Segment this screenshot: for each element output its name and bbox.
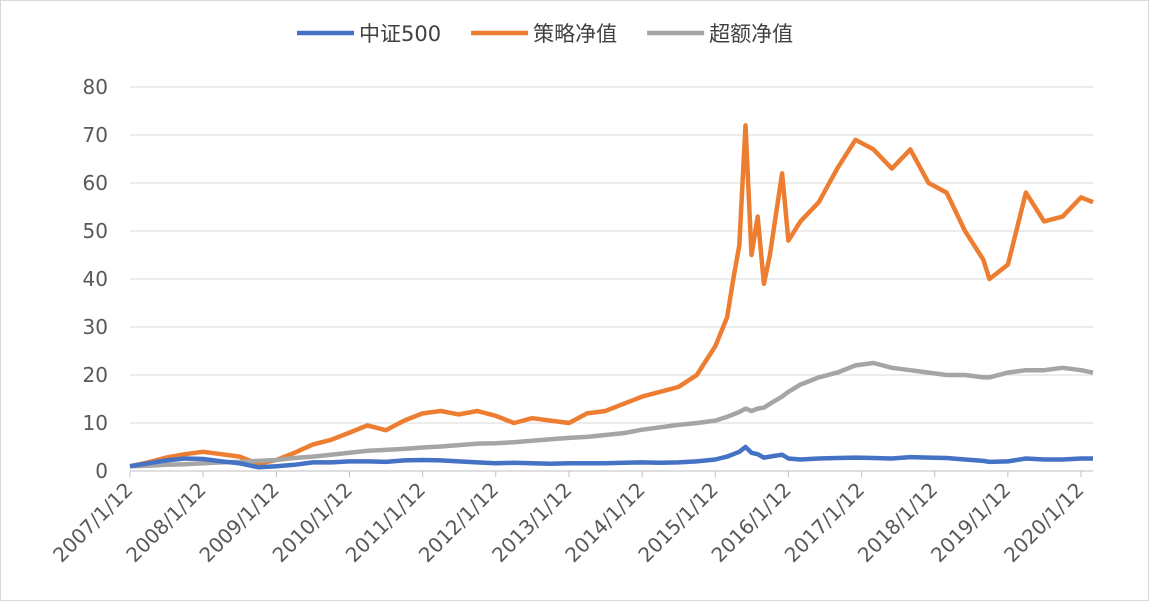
- y-tick-label: 20: [83, 363, 108, 387]
- series-line: [129, 444, 1093, 470]
- y-tick-label: 30: [83, 315, 108, 339]
- y-tick-label: 40: [83, 267, 108, 291]
- legend-label: 策略净值: [533, 22, 617, 46]
- y-tick-label: 50: [83, 219, 108, 243]
- y-tick-label: 0: [95, 459, 108, 483]
- legend-label: 中证500: [359, 22, 441, 46]
- y-tick-label: 60: [83, 171, 108, 195]
- series-line: [129, 123, 1094, 469]
- y-tick-label: 70: [83, 123, 108, 147]
- y-tick-label: 10: [83, 411, 108, 435]
- y-tick-label: 80: [83, 75, 108, 99]
- legend-label: 超额净值: [709, 22, 793, 46]
- series-line: [129, 360, 1094, 469]
